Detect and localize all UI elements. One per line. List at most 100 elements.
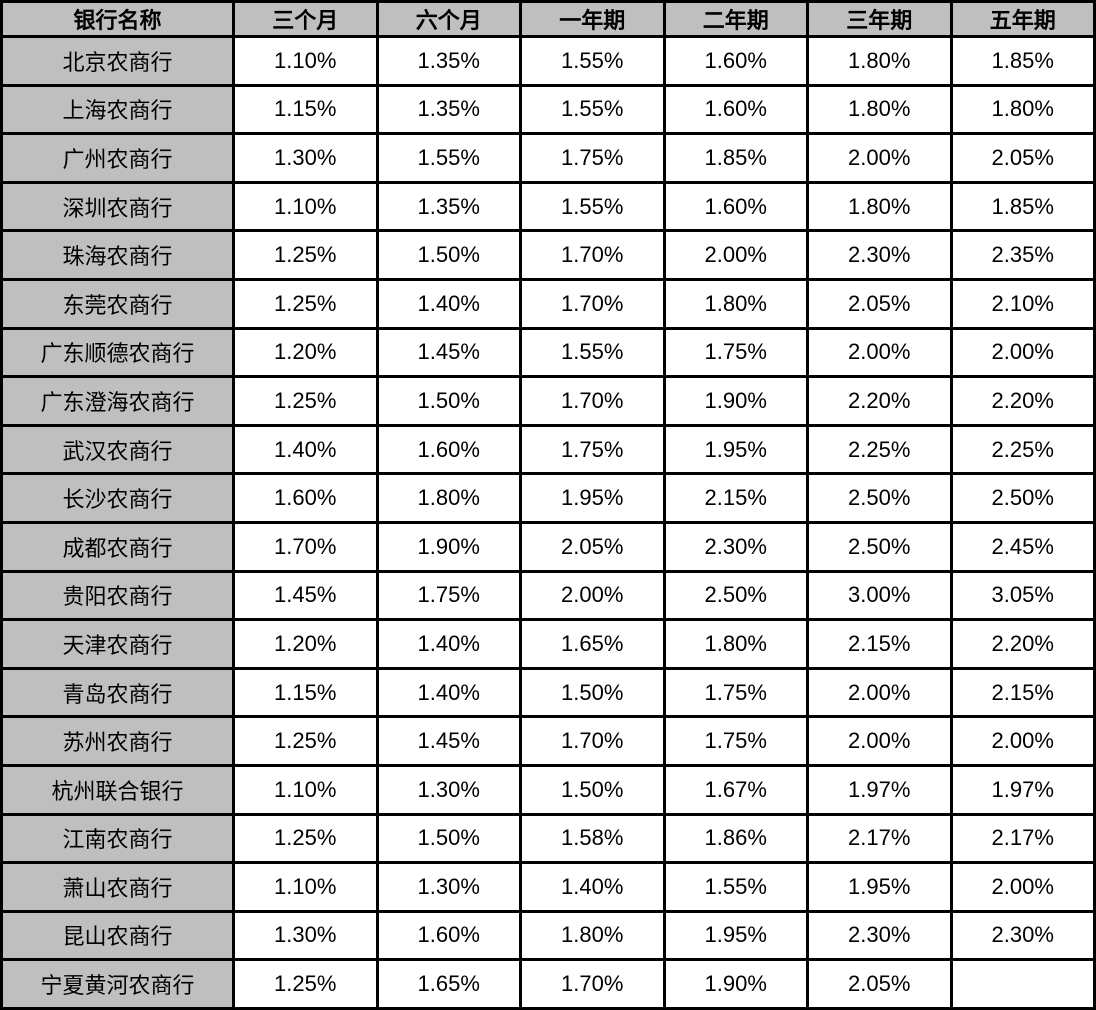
rate-cell: 1.25% xyxy=(232,277,379,330)
rate-cell: 1.58% xyxy=(519,812,666,865)
bank-name-cell: 宁夏黄河农商行 xyxy=(0,958,235,1010)
table-row: 苏州农商行 1.25% 1.45% 1.70% 1.75% 2.00% 2.00% xyxy=(0,715,1096,767)
bank-name-cell: 武汉农商行 xyxy=(0,423,235,476)
rate-cell: 1.80% xyxy=(375,472,522,524)
rate-cell: 1.75% xyxy=(519,423,666,476)
rate-cell: 2.00% xyxy=(519,569,666,622)
rate-cell: 1.75% xyxy=(519,132,666,184)
rate-cell: 2.15% xyxy=(806,618,953,670)
rate-cell: 2.20% xyxy=(806,375,953,427)
rate-cell: 1.45% xyxy=(232,569,379,622)
rate-cell: 1.90% xyxy=(375,520,522,573)
rate-cell: 1.55% xyxy=(519,180,666,233)
rate-cell: 2.30% xyxy=(949,909,1096,962)
bank-name-cell: 东莞农商行 xyxy=(0,277,235,330)
rate-cell: 1.70% xyxy=(519,277,666,330)
rate-cell: 2.30% xyxy=(662,520,809,573)
header-cell-term: 五年期 xyxy=(949,0,1096,38)
rate-cell: 1.90% xyxy=(662,958,809,1010)
rate-cell: 3.00% xyxy=(806,569,953,622)
rate-cell: 1.80% xyxy=(519,909,666,962)
rate-cell: 1.50% xyxy=(519,763,666,816)
rate-cell: 1.15% xyxy=(232,83,379,136)
rate-cell: 2.50% xyxy=(949,472,1096,524)
rate-cell: 2.15% xyxy=(949,666,1096,719)
rate-cell: 2.17% xyxy=(806,812,953,865)
rate-cell: 1.55% xyxy=(519,35,666,87)
rate-cell: 1.25% xyxy=(232,375,379,427)
rate-cell: 1.30% xyxy=(375,861,522,913)
rate-cell: 1.80% xyxy=(662,618,809,670)
rate-cell: 1.55% xyxy=(519,83,666,136)
header-cell-term: 二年期 xyxy=(662,0,809,38)
rate-cell: 1.60% xyxy=(375,423,522,476)
table-row: 江南农商行 1.25% 1.50% 1.58% 1.86% 2.17% 2.17% xyxy=(0,812,1096,865)
rate-cell: 2.00% xyxy=(806,132,953,184)
rate-cell: 2.00% xyxy=(949,715,1096,767)
bank-name-cell: 杭州联合银行 xyxy=(0,763,235,816)
rate-cell: 1.95% xyxy=(662,909,809,962)
rate-cell: 2.05% xyxy=(519,520,666,573)
rate-cell: 1.80% xyxy=(949,83,1096,136)
rate-cell: 2.00% xyxy=(949,326,1096,379)
rate-cell: 1.80% xyxy=(662,277,809,330)
rate-cell: 1.10% xyxy=(232,180,379,233)
table-row: 萧山农商行 1.10% 1.30% 1.40% 1.55% 1.95% 2.00% xyxy=(0,861,1096,913)
rate-cell xyxy=(949,958,1096,1010)
rate-cell: 1.55% xyxy=(375,132,522,184)
bank-name-cell: 青岛农商行 xyxy=(0,666,235,719)
table-row: 北京农商行 1.10% 1.35% 1.55% 1.60% 1.80% 1.85% xyxy=(0,35,1096,87)
rate-cell: 2.20% xyxy=(949,375,1096,427)
table-row: 广东顺德农商行 1.20% 1.45% 1.55% 1.75% 2.00% 2.00% xyxy=(0,326,1096,379)
bank-name-cell: 上海农商行 xyxy=(0,83,235,136)
rate-cell: 1.50% xyxy=(375,375,522,427)
header-cell-term: 六个月 xyxy=(375,0,522,38)
rate-cell: 1.90% xyxy=(662,375,809,427)
bank-name-cell: 北京农商行 xyxy=(0,35,235,87)
rate-cell: 2.17% xyxy=(949,812,1096,865)
rate-cell: 1.75% xyxy=(662,715,809,767)
table-row: 东莞农商行 1.25% 1.40% 1.70% 1.80% 2.05% 2.10% xyxy=(0,277,1096,330)
rate-cell: 1.70% xyxy=(519,715,666,767)
rate-cell: 1.67% xyxy=(662,763,809,816)
rate-cell: 1.45% xyxy=(375,326,522,379)
rate-cell: 1.40% xyxy=(375,618,522,670)
rate-cell: 1.70% xyxy=(232,520,379,573)
header-cell-bank-name: 银行名称 xyxy=(0,0,235,38)
rate-cell: 1.60% xyxy=(662,180,809,233)
rate-cell: 2.10% xyxy=(949,277,1096,330)
rate-cell: 1.80% xyxy=(806,83,953,136)
bank-name-cell: 天津农商行 xyxy=(0,618,235,670)
rate-cell: 1.75% xyxy=(662,666,809,719)
table-row: 成都农商行 1.70% 1.90% 2.05% 2.30% 2.50% 2.45% xyxy=(0,520,1096,573)
table-row: 珠海农商行 1.25% 1.50% 1.70% 2.00% 2.30% 2.35% xyxy=(0,229,1096,281)
rate-cell: 1.80% xyxy=(806,35,953,87)
rate-cell: 1.70% xyxy=(519,958,666,1010)
rate-cell: 2.00% xyxy=(806,326,953,379)
rate-cell: 1.60% xyxy=(662,35,809,87)
bank-name-cell: 苏州农商行 xyxy=(0,715,235,767)
rate-cell: 1.55% xyxy=(662,861,809,913)
rate-cell: 1.95% xyxy=(806,861,953,913)
rate-cell: 1.10% xyxy=(232,763,379,816)
rate-cell: 2.05% xyxy=(806,277,953,330)
rate-cell: 1.97% xyxy=(949,763,1096,816)
rate-cell: 2.05% xyxy=(806,958,953,1010)
bank-name-cell: 珠海农商行 xyxy=(0,229,235,281)
bank-name-cell: 广东澄海农商行 xyxy=(0,375,235,427)
rate-cell: 1.85% xyxy=(949,180,1096,233)
rate-cell: 2.50% xyxy=(806,520,953,573)
table-row: 天津农商行 1.20% 1.40% 1.65% 1.80% 2.15% 2.20% xyxy=(0,618,1096,670)
table-row: 杭州联合银行 1.10% 1.30% 1.50% 1.67% 1.97% 1.97% xyxy=(0,763,1096,816)
rate-cell: 1.60% xyxy=(375,909,522,962)
table-row: 贵阳农商行 1.45% 1.75% 2.00% 2.50% 3.00% 3.05% xyxy=(0,569,1096,622)
bank-name-cell: 广东顺德农商行 xyxy=(0,326,235,379)
table-row: 宁夏黄河农商行 1.25% 1.65% 1.70% 1.90% 2.05% xyxy=(0,958,1096,1010)
rate-cell: 1.20% xyxy=(232,326,379,379)
rate-cell: 1.55% xyxy=(519,326,666,379)
rate-cell: 1.40% xyxy=(375,666,522,719)
rate-cell: 1.75% xyxy=(375,569,522,622)
rate-cell: 2.50% xyxy=(662,569,809,622)
bank-name-cell: 深圳农商行 xyxy=(0,180,235,233)
